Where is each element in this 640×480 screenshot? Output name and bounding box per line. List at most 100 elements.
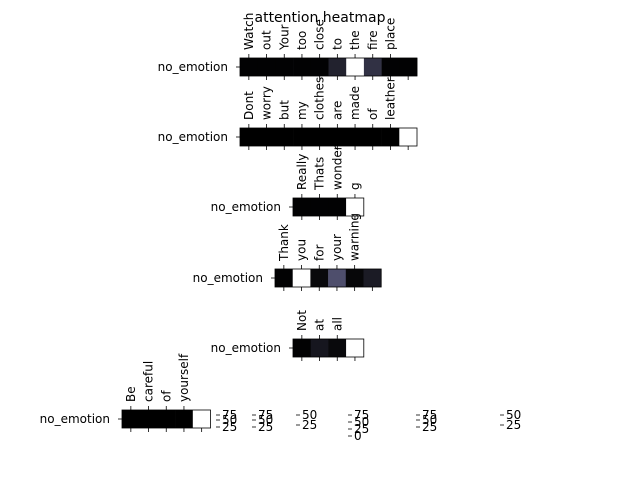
token-label: you: [295, 239, 309, 261]
heatmap-cell: [346, 128, 365, 146]
colorbar-tick-label: 50: [422, 413, 437, 427]
heatmap-cell: [275, 128, 294, 146]
token-label: Dont: [242, 91, 256, 120]
heatmap-row: no_emotion Be careful of yourself: [40, 353, 211, 432]
heatmap-row: no_emotion Thank you for your warning: [193, 213, 382, 291]
token-label: place: [383, 18, 397, 50]
heatmap-cell: [240, 58, 258, 76]
row-label: no_emotion: [211, 200, 281, 214]
heatmap-cell: [363, 269, 382, 287]
token-label: wonderful: [330, 130, 344, 190]
heatmap-cell: [175, 410, 194, 428]
heatmap-cell: [139, 410, 158, 428]
token-label: Thank: [277, 224, 291, 262]
heatmap-cell: [122, 410, 140, 428]
heatmap-row: no_emotion Not at all: [211, 310, 365, 361]
colorbar-tick-label: 75: [422, 408, 437, 422]
token-label: g: [348, 182, 362, 190]
heatmap-cell: [381, 128, 400, 146]
colorbar-tick-label: 25: [506, 418, 521, 432]
colorbar-tick-label: 25: [258, 420, 273, 434]
row-label: no_emotion: [158, 130, 228, 144]
row-label: no_emotion: [158, 60, 228, 74]
colorbar-tick-label: 0: [354, 429, 362, 443]
heatmap-cell: [293, 339, 311, 357]
colorbar-tick-label: 50: [222, 413, 237, 427]
colorbar-tick-label: 50: [506, 408, 521, 422]
colorbar-tick-label: 25: [302, 418, 317, 432]
heatmap-cell: [345, 269, 364, 287]
heatmap-cell: [310, 339, 329, 357]
token-label: Thats: [313, 157, 327, 191]
heatmap-cell: [293, 128, 312, 146]
heatmap-frame: [292, 197, 365, 217]
heatmap-frame: [292, 338, 365, 358]
token-label: of: [366, 108, 380, 120]
heatmap-cell: [293, 58, 312, 76]
token-label: close: [313, 19, 327, 50]
colorbar-tick-label: 25: [422, 420, 437, 434]
token-label: fire: [366, 30, 380, 50]
token-label: to: [330, 38, 344, 50]
token-label: careful: [142, 361, 156, 402]
heatmap-cell: [328, 269, 347, 287]
token-label: at: [313, 319, 327, 331]
colorbar-tick-label: 50: [258, 413, 273, 427]
token-label: worry: [260, 86, 274, 120]
heatmap-cell: [381, 58, 400, 76]
heatmap-cell: [192, 410, 211, 428]
token-label: made: [348, 86, 362, 120]
heatmap-cell: [346, 58, 365, 76]
row-label: no_emotion: [40, 412, 110, 426]
token-label: the: [348, 30, 362, 50]
heatmap-cell: [310, 58, 329, 76]
heatmap-cell: [346, 339, 365, 357]
chart-title: attention heatmap: [255, 10, 386, 26]
heatmap-row: no_emotion Dont worry but my clothes are made of…: [158, 77, 418, 150]
heatmap-cell: [328, 339, 347, 357]
heatmap-cell: [328, 128, 347, 146]
token-label: Your: [277, 24, 291, 51]
token-label: leather: [383, 77, 397, 120]
token-label: out: [260, 30, 274, 50]
heatmap-rows: no_emotion Watch out Your too close to the fire p…: [40, 13, 418, 432]
heatmap-frame: [274, 268, 382, 288]
token-label: your: [330, 234, 344, 261]
heatmap-cell: [328, 58, 347, 76]
heatmap-cell: [310, 269, 329, 287]
heatmap-cell: [275, 269, 293, 287]
colorbar-tick-label: 25: [354, 422, 369, 436]
heatmap-cell: [399, 58, 418, 76]
heatmap-cell: [399, 128, 418, 146]
colorbar-tick-label: 75: [258, 408, 273, 422]
colorbar-tick-label: 75: [222, 408, 237, 422]
heatmap-cell: [292, 269, 311, 287]
token-label: clothes: [313, 77, 327, 120]
heatmap-row: no_emotion Really Thats wonderful g: [211, 130, 365, 220]
token-label: Not: [295, 310, 309, 331]
row-label: no_emotion: [211, 341, 281, 355]
heatmap-cell: [363, 58, 382, 76]
colorbar-tick-label: 50: [354, 415, 369, 429]
heatmap-cell: [275, 58, 294, 76]
token-label: Watch: [242, 13, 256, 50]
colorbar-tick-label: 75: [354, 408, 369, 422]
token-label: all: [330, 317, 344, 331]
token-label: Really: [295, 154, 309, 190]
heatmap-cell: [240, 128, 258, 146]
heatmap-cell: [363, 128, 382, 146]
token-label: Be: [124, 386, 138, 402]
token-label: but: [277, 100, 291, 120]
heatmap-cell: [157, 410, 176, 428]
token-label: are: [330, 101, 344, 120]
token-label: of: [159, 390, 173, 402]
heatmap-cell: [257, 58, 276, 76]
heatmap-cell: [310, 198, 329, 216]
